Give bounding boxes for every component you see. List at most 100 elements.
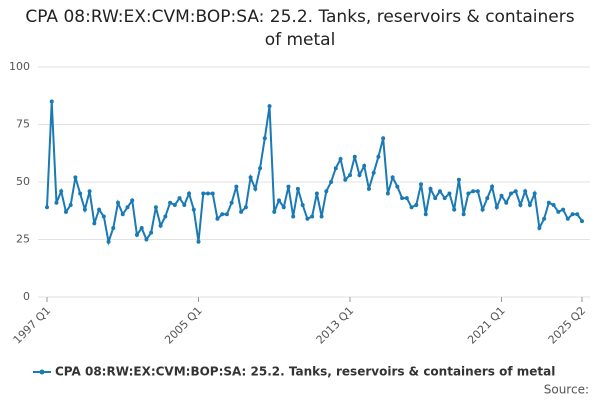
point [291,214,296,219]
point [201,191,206,196]
point [475,189,480,194]
point [508,191,513,196]
point [82,207,87,212]
point [262,136,267,141]
point [385,191,390,196]
point [196,239,201,244]
y-tick-label: 25 [16,233,30,246]
point [343,177,348,182]
point [68,203,73,207]
point [376,154,381,159]
point [258,166,263,171]
point [130,198,135,203]
point [210,191,215,196]
point [452,207,457,212]
point [329,180,334,184]
point [267,104,272,109]
point [97,207,102,212]
point [106,239,111,244]
point [182,203,187,207]
legend-label: CPA 08:RW:EX:CVM:BOP:SA: 25.2. Tanks, re… [55,365,555,379]
point [490,184,495,189]
point [456,177,461,182]
point [466,191,471,196]
point [220,212,225,217]
point [286,184,291,189]
point [239,209,244,214]
point [419,182,424,187]
point [357,173,362,178]
point [556,209,561,214]
point [371,170,376,175]
point [168,200,173,205]
point [319,214,324,219]
point [229,200,234,205]
point [400,196,405,201]
point [49,99,54,104]
point [234,184,239,189]
point [537,226,542,230]
x-tick-label: 2013 Q1 [314,304,357,347]
legend-marker [39,369,45,375]
y-tick-label: 50 [16,175,30,188]
point [253,186,258,191]
point [224,212,229,217]
point [54,200,59,205]
point [561,207,566,212]
point [205,191,210,196]
point [471,189,476,194]
point [352,154,357,159]
point [63,209,68,214]
point [414,203,419,207]
point [461,212,466,217]
point [281,205,286,210]
point [59,189,64,194]
point [395,184,400,189]
point [272,209,277,214]
point [305,216,310,221]
point [314,191,319,196]
point [381,136,386,141]
point [45,205,49,210]
point [153,205,158,210]
source-label: Source: [544,383,589,397]
x-tick-label: 2021 Q1 [465,304,508,347]
point [149,230,154,235]
point [485,196,490,201]
point [144,237,149,242]
point [78,191,83,196]
series-line [46,101,583,246]
point [333,166,338,171]
point [177,196,182,201]
point [513,189,518,194]
point [527,203,532,207]
point [215,216,220,221]
point [348,173,353,178]
point [111,226,116,230]
point [523,189,528,194]
point [580,219,584,224]
x-tick-label: 2025 Q2 [546,304,589,347]
y-tick-label: 100 [9,60,30,73]
point [276,198,281,203]
point [73,175,78,180]
point [404,196,409,201]
point [390,175,395,180]
point [409,205,414,210]
point [92,221,97,226]
point [437,189,442,194]
point [428,186,433,191]
point [139,226,144,230]
point [442,196,447,201]
point [423,212,428,217]
point [551,203,556,207]
point [575,212,580,217]
x-tick-label: 1997 Q1 [11,304,54,347]
point [532,191,537,196]
point [116,200,121,205]
point [300,203,305,207]
point [542,216,547,221]
point [243,205,248,210]
point [338,157,343,161]
